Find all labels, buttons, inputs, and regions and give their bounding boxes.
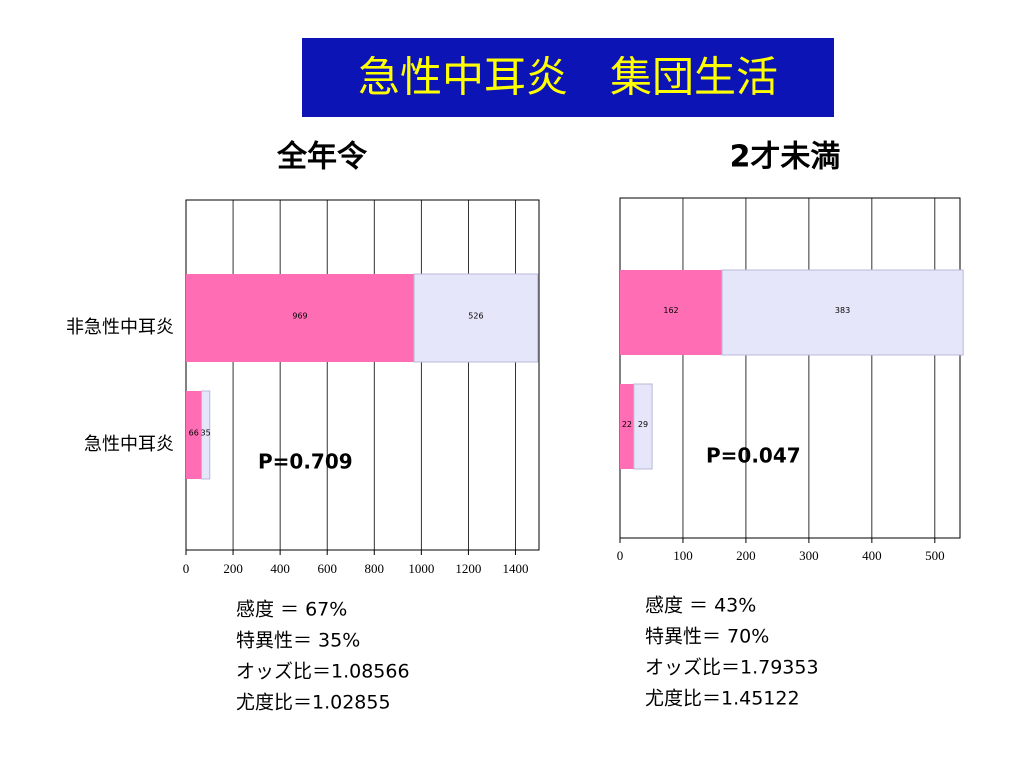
- bar: [413, 273, 539, 363]
- stat-note: オッズ比＝1.08566: [236, 661, 410, 683]
- data-label: 22: [622, 420, 632, 429]
- x-tick-label: 200: [736, 548, 756, 563]
- bar: [620, 270, 722, 355]
- bar: [186, 391, 202, 479]
- chart-title: 2才未満: [730, 140, 841, 175]
- category-label: 急性中耳炎: [84, 434, 174, 455]
- chart-title: 全年令: [276, 140, 368, 175]
- data-label: 29: [638, 420, 648, 429]
- bar: [186, 274, 415, 362]
- stat-note: 特異性＝ 35%: [236, 630, 360, 652]
- title-box: [302, 38, 834, 117]
- data-label: 66: [189, 429, 199, 438]
- stat-note: 感度 ＝ 43%: [645, 595, 756, 617]
- data-label: 383: [835, 306, 850, 315]
- stat-note: 尤度比＝1.45122: [645, 688, 800, 710]
- data-label: 526: [468, 312, 483, 321]
- plot-area: [619, 197, 961, 539]
- x-tick-label: 1400: [502, 561, 528, 576]
- stat-note: 特異性＝ 70%: [645, 626, 769, 648]
- category-label: 非急性中耳炎: [66, 317, 174, 338]
- p-value: P=0.709: [258, 450, 353, 474]
- x-tick-label: 800: [365, 561, 385, 576]
- x-tick-label: 400: [270, 561, 290, 576]
- data-label: 969: [292, 312, 307, 321]
- stat-note: 感度 ＝ 67%: [236, 599, 347, 621]
- x-tick-label: 400: [862, 548, 882, 563]
- bar: [721, 269, 964, 356]
- p-value: P=0.047: [706, 444, 801, 468]
- x-tick-label: 100: [673, 548, 693, 563]
- plot-area: [185, 199, 540, 551]
- x-tick-label: 300: [799, 548, 819, 563]
- x-tick-label: 500: [925, 548, 945, 563]
- x-tick-label: 1000: [408, 561, 434, 576]
- x-tick-label: 200: [223, 561, 243, 576]
- x-tick-label: 0: [183, 561, 190, 576]
- bar: [633, 383, 653, 470]
- data-label: 35: [201, 429, 211, 438]
- x-tick-label: 0: [617, 548, 624, 563]
- data-label: 162: [663, 306, 678, 315]
- stat-note: 尤度比＝1.02855: [236, 692, 391, 714]
- bar: [620, 384, 634, 469]
- x-tick-label: 1200: [455, 561, 481, 576]
- bar: [201, 390, 211, 480]
- x-tick-label: 600: [317, 561, 337, 576]
- stat-note: オッズ比＝1.79353: [645, 657, 819, 679]
- slide-title: 急性中耳炎 集団生活: [358, 53, 778, 102]
